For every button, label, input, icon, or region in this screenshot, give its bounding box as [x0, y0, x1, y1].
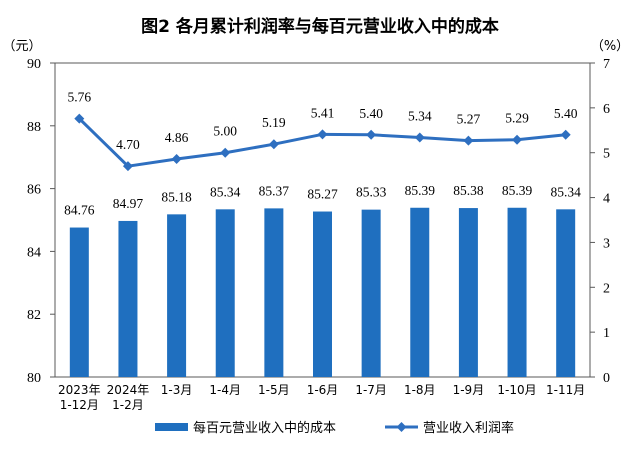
x-axis-tick-label: 1-10月	[497, 383, 536, 397]
bar-data-label: 85.34	[550, 184, 581, 199]
bar	[69, 227, 89, 377]
right-axis-tick-label: 2	[603, 281, 610, 296]
x-axis-tick-label: 1-2月	[112, 398, 144, 412]
x-axis-tick-label: 1-3月	[161, 383, 193, 397]
bar	[313, 211, 332, 377]
left-axis-tick-label: 84	[27, 245, 41, 260]
bar	[410, 207, 430, 377]
line-data-label: 5.40	[359, 106, 383, 121]
bar	[458, 208, 478, 377]
line-marker	[560, 129, 571, 140]
line-marker	[512, 134, 523, 145]
bar	[215, 209, 235, 377]
line-data-label: 5.76	[68, 90, 92, 105]
bar	[264, 208, 284, 377]
line-data-label: 4.70	[116, 137, 140, 152]
bar	[556, 209, 576, 377]
x-axis-tick-label: 1-8月	[404, 383, 436, 397]
x-axis-tick-label: 2024年	[107, 383, 150, 397]
left-axis-tick-label: 82	[27, 308, 41, 323]
legend-bar-label: 每百元营业收入中的成本	[193, 420, 336, 436]
line-marker	[171, 153, 182, 164]
left-axis-tick-label: 86	[27, 183, 41, 198]
bar-data-label: 84.76	[64, 203, 95, 218]
right-axis-tick-label: 1	[603, 326, 610, 341]
x-axis-tick-label: 1-9月	[453, 383, 485, 397]
x-axis-tick-label: 1-12月	[60, 398, 99, 412]
left-axis-tick-label: 80	[27, 371, 41, 386]
bar-data-label: 85.39	[405, 183, 436, 198]
left-axis-unit: （元）	[2, 39, 41, 54]
legend-line-marker	[396, 422, 407, 432]
x-axis-tick-label: 1-4月	[209, 383, 241, 397]
bar	[507, 207, 527, 377]
bar-data-label: 85.34	[210, 184, 241, 199]
right-axis-tick-label: 0	[603, 371, 610, 386]
left-axis-tick-label: 88	[27, 120, 41, 135]
right-axis-tick-label: 3	[603, 236, 610, 251]
line-data-label: 5.34	[408, 108, 432, 123]
bar-data-label: 85.33	[356, 185, 387, 200]
line-data-label: 4.86	[165, 130, 189, 145]
line-marker	[366, 129, 377, 140]
bar-data-label: 84.97	[113, 196, 144, 211]
line-marker	[268, 139, 279, 150]
line-data-label: 5.19	[262, 115, 286, 130]
x-axis-tick-label: 1-6月	[307, 383, 339, 397]
bar	[361, 209, 381, 377]
line-marker	[414, 132, 425, 143]
right-axis-tick-label: 6	[603, 102, 610, 117]
bar-data-label: 85.39	[502, 183, 533, 198]
right-axis-tick-label: 5	[603, 147, 610, 162]
right-axis-tick-label: 7	[603, 57, 610, 72]
line-series	[78, 117, 566, 168]
bar	[167, 214, 187, 377]
right-axis-unit: （%）	[591, 39, 629, 54]
chart-title: 图2 各月累计利润率与每百元营业收入中的成本	[141, 17, 499, 37]
line-marker	[220, 147, 231, 158]
x-axis-tick-label: 1-11月	[546, 383, 585, 397]
legend-bar-swatch	[155, 423, 188, 431]
line-marker	[463, 135, 474, 146]
line-marker	[74, 113, 85, 124]
line-data-label: 5.27	[457, 112, 481, 127]
bar	[118, 220, 138, 377]
line-data-label: 5.00	[213, 124, 237, 139]
bar-data-label: 85.27	[307, 187, 338, 202]
line-marker	[317, 129, 328, 140]
bar-data-label: 85.38	[453, 183, 484, 198]
line-data-label: 5.40	[554, 106, 578, 121]
right-axis-tick-label: 4	[603, 192, 610, 207]
x-axis-tick-label: 1-7月	[355, 383, 387, 397]
legend-line-label: 营业收入利润率	[423, 420, 514, 436]
line-data-label: 5.41	[311, 105, 335, 120]
left-axis-tick-label: 90	[27, 57, 41, 72]
line-data-label: 5.29	[505, 111, 529, 126]
x-axis-tick-label: 1-5月	[258, 383, 290, 397]
bar-data-label: 85.18	[161, 189, 192, 204]
line-marker	[122, 161, 133, 172]
bar-data-label: 85.37	[259, 183, 290, 198]
x-axis-tick-label: 2023年	[58, 383, 101, 397]
